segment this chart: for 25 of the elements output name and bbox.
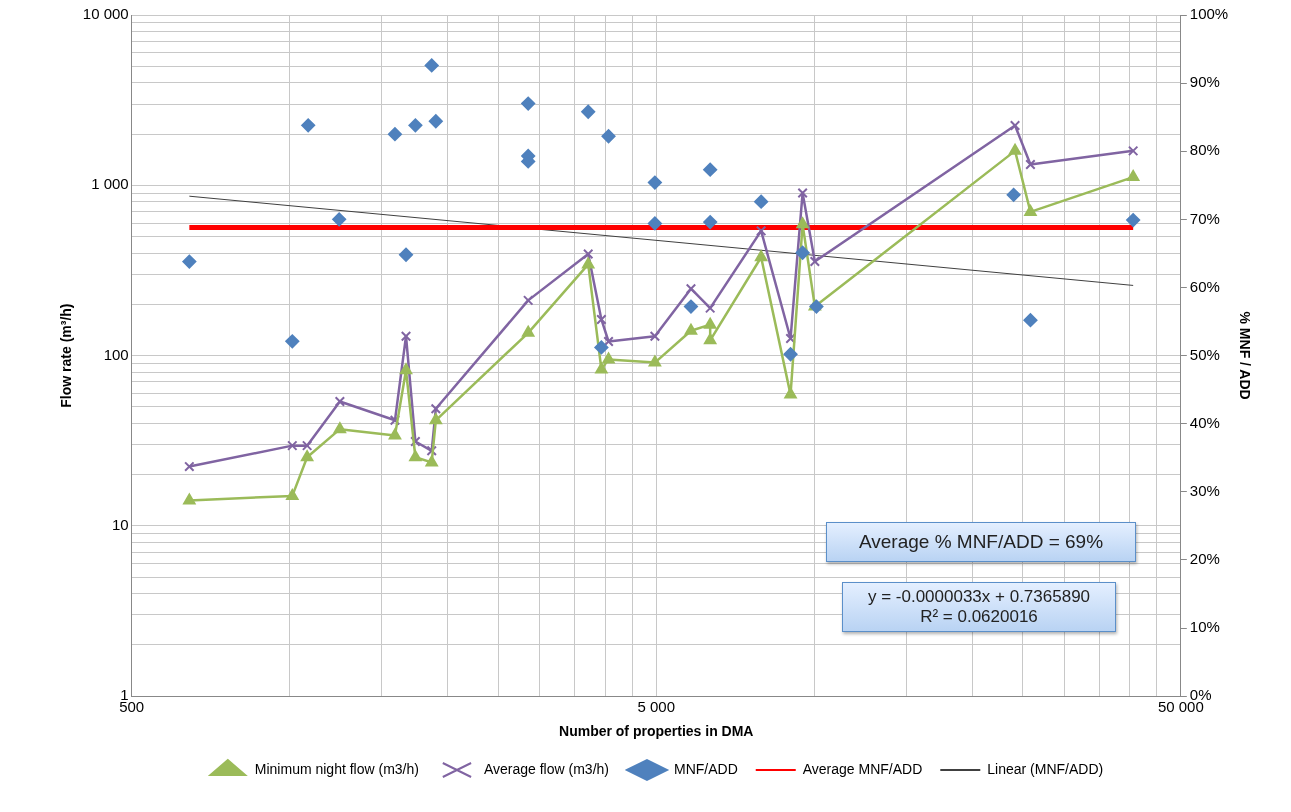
y-tick-label: 1 000 bbox=[91, 175, 129, 193]
y2-tick-label: 80% bbox=[1189, 141, 1220, 159]
legend-label: MNF/ADD bbox=[673, 760, 738, 777]
y2-tick-label: 50% bbox=[1189, 345, 1220, 363]
y-tick-label: 10 000 bbox=[82, 5, 129, 23]
legend-label: Linear (MNF/ADD) bbox=[987, 760, 1104, 777]
x-tick-label: 5 000 bbox=[637, 698, 676, 716]
y-tick-label: 10 bbox=[111, 516, 129, 534]
y-tick-label: 100 bbox=[103, 345, 129, 363]
legend-label: Average MNF/ADD bbox=[802, 760, 923, 777]
legend-label: Average flow (m3/h) bbox=[483, 760, 609, 777]
y2-tick-label: 40% bbox=[1189, 413, 1220, 431]
y2-tick-label: 90% bbox=[1189, 73, 1220, 91]
text-box: y = -0.0000033x + 0.7365890 R² = 0.0620016 bbox=[842, 582, 1116, 632]
legend-label: Minimum night flow (m3/h) bbox=[254, 760, 419, 777]
y2-tick-label: 10% bbox=[1189, 618, 1220, 636]
text-box: Average % MNF/ADD = 69% bbox=[826, 522, 1136, 562]
y2-tick-label: 70% bbox=[1189, 209, 1220, 227]
y-axis-title: Flow rate (m³/h) bbox=[58, 303, 75, 408]
y2-tick-label: 30% bbox=[1189, 481, 1220, 499]
x-axis-title: Number of properties in DMA bbox=[559, 723, 754, 740]
y2-tick-label: 20% bbox=[1189, 550, 1220, 568]
y2-tick-label: 60% bbox=[1189, 277, 1220, 295]
y2-tick-label: 100% bbox=[1189, 5, 1229, 23]
y2-axis-title: % MNF / ADD bbox=[1236, 311, 1253, 400]
